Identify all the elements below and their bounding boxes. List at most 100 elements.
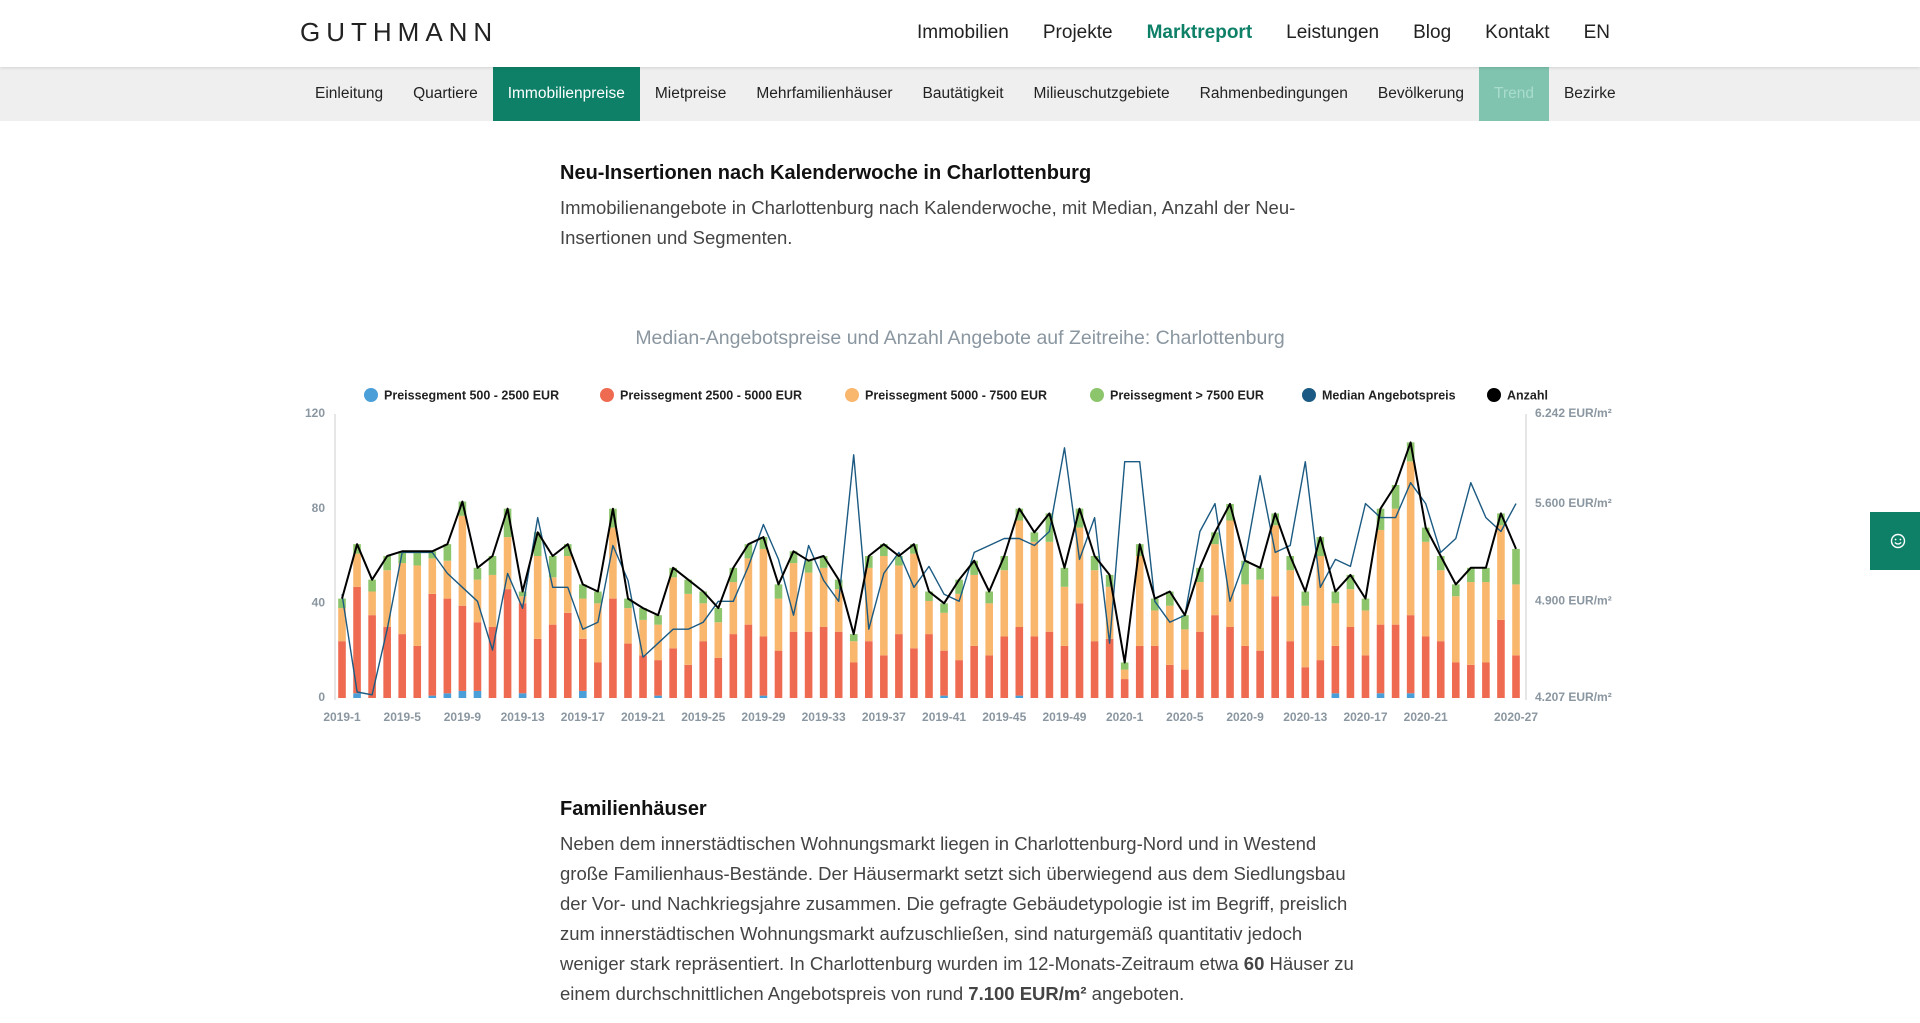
feedback-icon [1890,533,1906,549]
bar-segment [699,641,708,698]
sub-nav-link[interactable]: Trend [1479,67,1549,121]
bar-segment [1482,662,1490,698]
bar-segment [910,553,918,649]
bar-segment [1090,641,1099,698]
bar-segment [1045,631,1054,698]
bar-segment [488,574,497,627]
sub-nav-link[interactable]: Milieuschutzgebiete [1033,85,1170,102]
nav-link[interactable]: Leistungen [1286,22,1380,43]
bar-segment [955,660,963,698]
bar-segment [383,556,391,571]
sub-nav-link[interactable]: Rahmenbedingungen [1199,85,1348,102]
nav-link[interactable]: Kontakt [1485,22,1550,43]
bar-segment [579,598,587,639]
bar-segment [744,558,753,625]
bar-segment [398,551,407,564]
bar-segment [714,622,723,658]
bar-segment [368,591,376,616]
bar-segment [594,591,602,604]
text-run: 60 [1243,953,1265,974]
bar-segment [1497,619,1505,698]
bar-segment [1060,586,1069,646]
bar-segment [744,544,753,559]
bar-segment [1512,548,1520,585]
nav-link[interactable]: Immobilien [917,22,1009,43]
legend-label: Preissegment 500 - 2500 EUR [384,388,559,402]
bar-segment [834,589,843,632]
bar-segment [533,638,542,698]
bar-segment [503,537,512,590]
x-tick-label: 2019-9 [444,710,482,724]
bar-segment [1316,660,1325,698]
bar-segment [910,544,918,554]
bar-segment [458,605,467,691]
sub-nav-link[interactable]: Mietpreise [654,85,727,102]
bar-segment [443,544,452,561]
bar-segment [1015,695,1024,698]
bar-segment [699,591,708,604]
bar-segment [383,627,391,698]
bar-segment [353,586,361,694]
nav-link[interactable]: Marktreport [1146,22,1253,43]
x-tick-label: 2019-33 [802,710,846,724]
bar-segment [1451,584,1460,597]
bar-segment [1271,525,1279,597]
bar-segment [1181,669,1189,698]
bar-segment [624,598,632,609]
legend-label: Median Angebotspreis [1322,388,1456,402]
bar-segment [1241,560,1249,585]
bar-segment [1286,570,1295,642]
sub-nav-link[interactable]: Bevölkerung [1377,85,1465,102]
sub-nav-link[interactable]: Mehrfamilienhäuser [756,85,893,102]
bar-segment [1166,591,1174,606]
bar-segment [609,508,617,528]
bar-segment [353,544,361,554]
bar-segment [985,655,994,698]
bar-segment [458,501,467,516]
x-tick-label: 2020-17 [1343,710,1387,724]
bar-segment [1256,579,1264,651]
bar-segment [1090,570,1099,642]
bar-segment [774,584,783,599]
bar-segment [1512,655,1520,698]
nav-link[interactable]: Projekte [1042,22,1113,43]
bar-segment [940,695,948,698]
bar-segment [443,598,452,694]
bar-segment [1361,655,1370,698]
section-title: Neu-Insertionen nach Kalenderwoche in Ch… [560,162,1092,184]
feedback-button[interactable] [1870,512,1920,570]
bar-segment [533,556,542,639]
nav-link[interactable]: Blog [1413,22,1452,43]
bar-segment [1135,645,1144,698]
sub-nav-link[interactable]: Bautätigkeit [922,85,1004,102]
bar-segment [684,579,692,594]
sub-nav: Einleitung Quartiere Immobilienpreise Mietp… [0,67,1920,121]
bar-segment [864,641,873,698]
bar-segment [1211,532,1219,545]
bar-segment [1451,596,1460,663]
bar-segment [880,556,888,656]
bar-segment [1301,591,1310,606]
bar-segment [1150,610,1159,646]
logo[interactable]: GUTHMANN [300,17,499,47]
nav-link[interactable]: EN [1583,22,1610,43]
bar-segment [654,660,662,696]
sub-nav-link[interactable]: Quartiere [413,85,478,102]
bar-segment [1451,662,1460,698]
legend-label: Preissegment 5000 - 7500 EUR [865,388,1047,402]
bar-segment [1331,591,1340,604]
sub-nav-link[interactable]: Einleitung [315,85,384,102]
sub-nav-link[interactable]: Immobilienpreise [492,67,640,121]
bar-segment [563,612,572,698]
bar-segment [1497,525,1505,620]
section-text: Neben dem innerstädtischen Wohnungsmarkt… [560,829,1360,1009]
bar-segment [1000,570,1009,637]
bar-segment [1060,567,1069,587]
bar-segment [849,634,858,642]
sub-nav-link[interactable]: Bezirke [1563,85,1616,102]
bar-segment [1150,645,1159,698]
header: GUTHMANN Immobilien Projekte Marktreport Le… [0,0,1920,67]
bar-segment [609,598,617,698]
bar-segment [1000,636,1009,698]
line-series [341,447,1517,696]
